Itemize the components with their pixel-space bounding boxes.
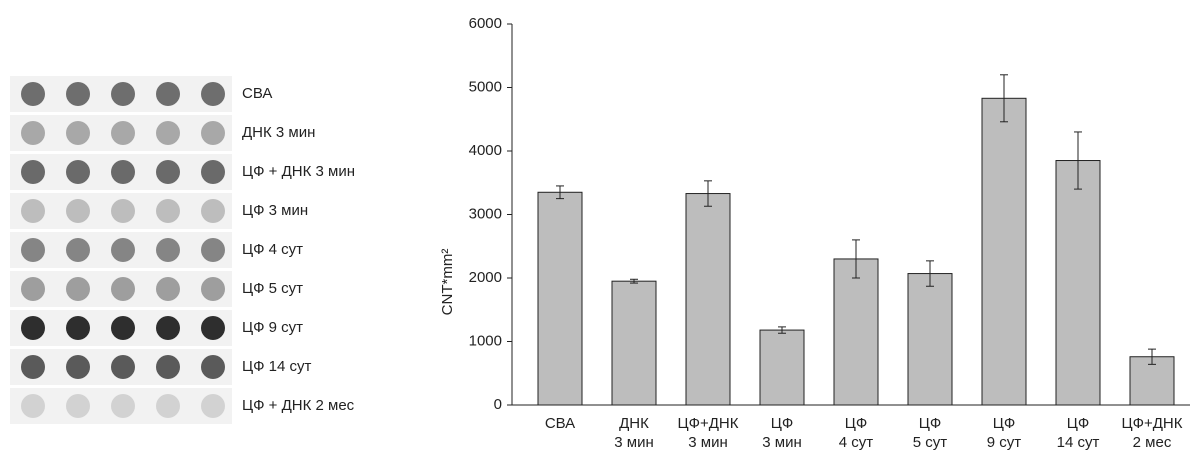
blot-label: ЦФ + ДНК 2 мес — [242, 397, 355, 414]
blot-dot — [66, 394, 90, 418]
blot-label: ДНК 3 мин — [242, 124, 315, 141]
blot-dot — [156, 277, 180, 301]
blot-dot — [66, 199, 90, 223]
y-tick-label: 6000 — [469, 15, 502, 32]
blot-dot — [66, 121, 90, 145]
bar — [908, 274, 952, 405]
x-tick-label: 3 мин — [688, 434, 728, 451]
blot-dot — [111, 277, 135, 301]
blot-dot — [111, 82, 135, 106]
y-tick-label: 5000 — [469, 78, 502, 95]
x-tick-label: ЦФ+ДНК — [1122, 415, 1183, 432]
x-tick-label: 3 мин — [614, 434, 654, 451]
bar — [538, 192, 582, 405]
blot-dot — [66, 316, 90, 340]
x-tick-label: 5 сут — [913, 434, 948, 451]
blot-label: ЦФ 4 сут — [242, 241, 303, 258]
x-tick-label: 9 сут — [987, 434, 1022, 451]
blot-dot — [66, 160, 90, 184]
blot-dot — [201, 82, 225, 106]
blot-dot — [201, 199, 225, 223]
y-axis-label: CNT*mm² — [439, 249, 456, 316]
blot-dot — [156, 355, 180, 379]
blot-dot — [156, 316, 180, 340]
blot-dot — [21, 394, 45, 418]
bar — [612, 281, 656, 405]
blot-dot — [21, 82, 45, 106]
blot-dot — [156, 121, 180, 145]
x-tick-label: 2 мес — [1133, 434, 1172, 451]
blot-dot — [201, 355, 225, 379]
blot-dot — [156, 394, 180, 418]
y-tick-label: 4000 — [469, 142, 502, 159]
blot-dot — [21, 316, 45, 340]
bar — [834, 259, 878, 405]
x-tick-label: ЦФ — [845, 415, 868, 432]
x-tick-label: ЦФ — [919, 415, 942, 432]
x-tick-label: ЦФ — [771, 415, 794, 432]
blot-dot — [66, 355, 90, 379]
bar — [760, 330, 804, 405]
blot-dot — [201, 277, 225, 301]
y-tick-label: 2000 — [469, 269, 502, 286]
blot-dot — [156, 199, 180, 223]
blot-dot — [21, 355, 45, 379]
blot-dot — [111, 394, 135, 418]
x-tick-label: 14 сут — [1057, 434, 1100, 451]
blot-dot — [111, 238, 135, 262]
y-tick-label: 1000 — [469, 332, 502, 349]
x-tick-label: 4 сут — [839, 434, 874, 451]
figure: CNT*mm² СВА ДНК 3 мин ЦФ + ДНК 3 мин ЦФ 3 м… — [0, 0, 1195, 455]
blot-dot — [66, 277, 90, 301]
bar — [1056, 161, 1100, 405]
blot-dot — [21, 199, 45, 223]
blot-dot — [111, 121, 135, 145]
blot-dot — [111, 355, 135, 379]
bar — [686, 194, 730, 405]
blot-dot — [201, 238, 225, 262]
blot-dot — [201, 394, 225, 418]
blot-dot — [156, 238, 180, 262]
x-tick-label: СВА — [545, 415, 575, 432]
blot-label: ЦФ 14 сут — [242, 358, 312, 375]
y-tick-label: 0 — [494, 396, 502, 413]
blot-dot — [21, 238, 45, 262]
x-tick-label: ЦФ — [993, 415, 1016, 432]
blot-dot — [201, 121, 225, 145]
blot-dot — [111, 199, 135, 223]
y-tick-label: 3000 — [469, 205, 502, 222]
blot-dot — [21, 277, 45, 301]
blot-label: ЦФ + ДНК 3 мин — [242, 163, 355, 180]
bar — [982, 98, 1026, 405]
blot-label: СВА — [242, 85, 272, 102]
x-tick-label: ЦФ+ДНК — [678, 415, 739, 432]
blot-dot — [111, 316, 135, 340]
blot-label: ЦФ 5 сут — [242, 280, 303, 297]
blot-label: ЦФ 9 сут — [242, 319, 303, 336]
blot-label: ЦФ 3 мин — [242, 202, 308, 219]
x-tick-label: 3 мин — [762, 434, 802, 451]
blot-dot — [66, 82, 90, 106]
x-tick-label: ЦФ — [1067, 415, 1090, 432]
blot-dot — [21, 160, 45, 184]
blot-dot — [201, 316, 225, 340]
blot-dot — [21, 121, 45, 145]
blot-dot — [66, 238, 90, 262]
blot-dot — [156, 82, 180, 106]
x-tick-label: ДНК — [619, 415, 649, 432]
blot-dot — [111, 160, 135, 184]
blot-dot — [156, 160, 180, 184]
blot-dot — [201, 160, 225, 184]
